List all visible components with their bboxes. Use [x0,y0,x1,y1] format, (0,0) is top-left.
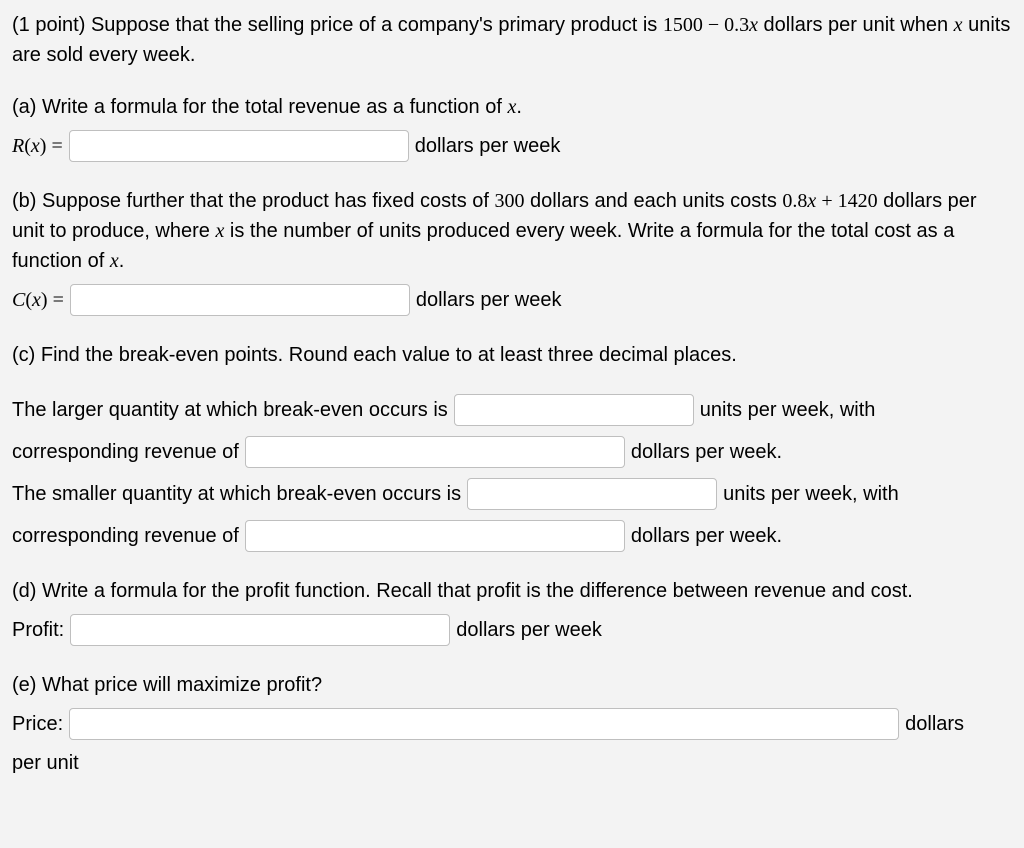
larger-rev-row: corresponding revenue of dollars per wee… [12,434,1012,470]
b-t2: dollars and each units costs [525,190,783,212]
b-const: 1420 [838,190,878,212]
part-b-unit: dollars per week [416,285,562,315]
lhs-open: ( [24,135,31,157]
part-b-answer-row: C(x) = dollars per week [12,282,1012,318]
larger-qty-row: The larger quantity at which break-even … [12,392,1012,428]
part-e-prompt: (e) What price will maximize profit? [12,670,1012,700]
part-d: (d) Write a formula for the profit funct… [12,576,1012,648]
part-a-x: x [507,96,516,118]
part-c-prompt: (c) Find the break-even points. Round ea… [12,340,1012,370]
part-a: (a) Write a formula for the total revenu… [12,92,1012,164]
smaller-qty-row: The smaller quantity at which break-even… [12,476,1012,512]
smaller-rev-row: corresponding revenue of dollars per wee… [12,518,1012,554]
profit-label: Profit: [12,615,64,645]
b-dot: . [119,250,125,272]
larger-qty-label: The larger quantity at which break-even … [12,395,448,425]
lhs-eq: = [46,135,62,157]
part-d-answer-row: Profit: dollars per week [12,612,1012,648]
lhs-eq-b: = [48,289,64,311]
part-a-dot: . [516,96,522,118]
c-of-x-label: C(x) = [12,285,64,315]
smaller-qty-unit: units per week, with [723,479,899,509]
larger-rev-unit: dollars per week. [631,437,782,467]
price-expr-b: 0.3 [724,14,749,36]
b-fixed: 300 [495,190,525,212]
price-unit-2: per unit [12,748,1012,778]
b-t1: (b) Suppose further that the product has… [12,190,495,212]
price-expr-var: x [749,14,758,36]
price-expr-a: 1500 [663,14,703,36]
cost-formula-input[interactable] [70,284,410,316]
part-c: (c) Find the break-even points. Round ea… [12,340,1012,554]
b-plus: + [816,190,837,212]
part-a-prompt: (a) Write a formula for the total revenu… [12,92,1012,122]
b-x1: x [807,190,816,212]
larger-rev-input[interactable] [245,436,625,468]
r-of-x-label: R(x) = [12,131,63,161]
profit-formula-input[interactable] [70,614,450,646]
lhs-close-b: ) [41,289,48,311]
smaller-rev-unit: dollars per week. [631,521,782,551]
lhs-R: R [12,135,24,157]
points-label: (1 point) [12,14,91,36]
b-coef: 0.8 [782,190,807,212]
part-b: (b) Suppose further that the product has… [12,186,1012,318]
profit-unit: dollars per week [456,615,602,645]
smaller-rev-label: corresponding revenue of [12,521,239,551]
part-b-prompt: (b) Suppose further that the product has… [12,186,1012,276]
price-expr-op: − [703,14,724,36]
price-unit-1: dollars [905,709,964,739]
part-e-answer-row: Price: dollars [12,706,1012,742]
larger-qty-input[interactable] [454,394,694,426]
b-x3: x [110,250,119,272]
price-input[interactable] [69,708,899,740]
smaller-qty-input[interactable] [467,478,717,510]
lhs-C: C [12,289,25,311]
larger-rev-label: corresponding revenue of [12,437,239,467]
part-a-unit: dollars per week [415,131,561,161]
lhs-open-b: ( [25,289,32,311]
part-e: (e) What price will maximize profit? Pri… [12,670,1012,778]
part-a-text: (a) Write a formula for the total revenu… [12,96,507,118]
lhs-x-b: x [32,289,41,311]
smaller-rev-input[interactable] [245,520,625,552]
smaller-qty-label: The smaller quantity at which break-even… [12,479,461,509]
problem-intro: (1 point) Suppose that the selling price… [12,10,1012,70]
intro-x: x [954,14,963,36]
lhs-x: x [31,135,40,157]
price-label: Price: [12,709,63,739]
larger-qty-unit: units per week, with [700,395,876,425]
revenue-formula-input[interactable] [69,130,409,162]
part-d-prompt: (d) Write a formula for the profit funct… [12,576,1012,606]
part-a-answer-row: R(x) = dollars per week [12,128,1012,164]
intro-text-2: dollars per unit when [758,14,954,36]
intro-text-1: Suppose that the selling price of a comp… [91,14,663,36]
